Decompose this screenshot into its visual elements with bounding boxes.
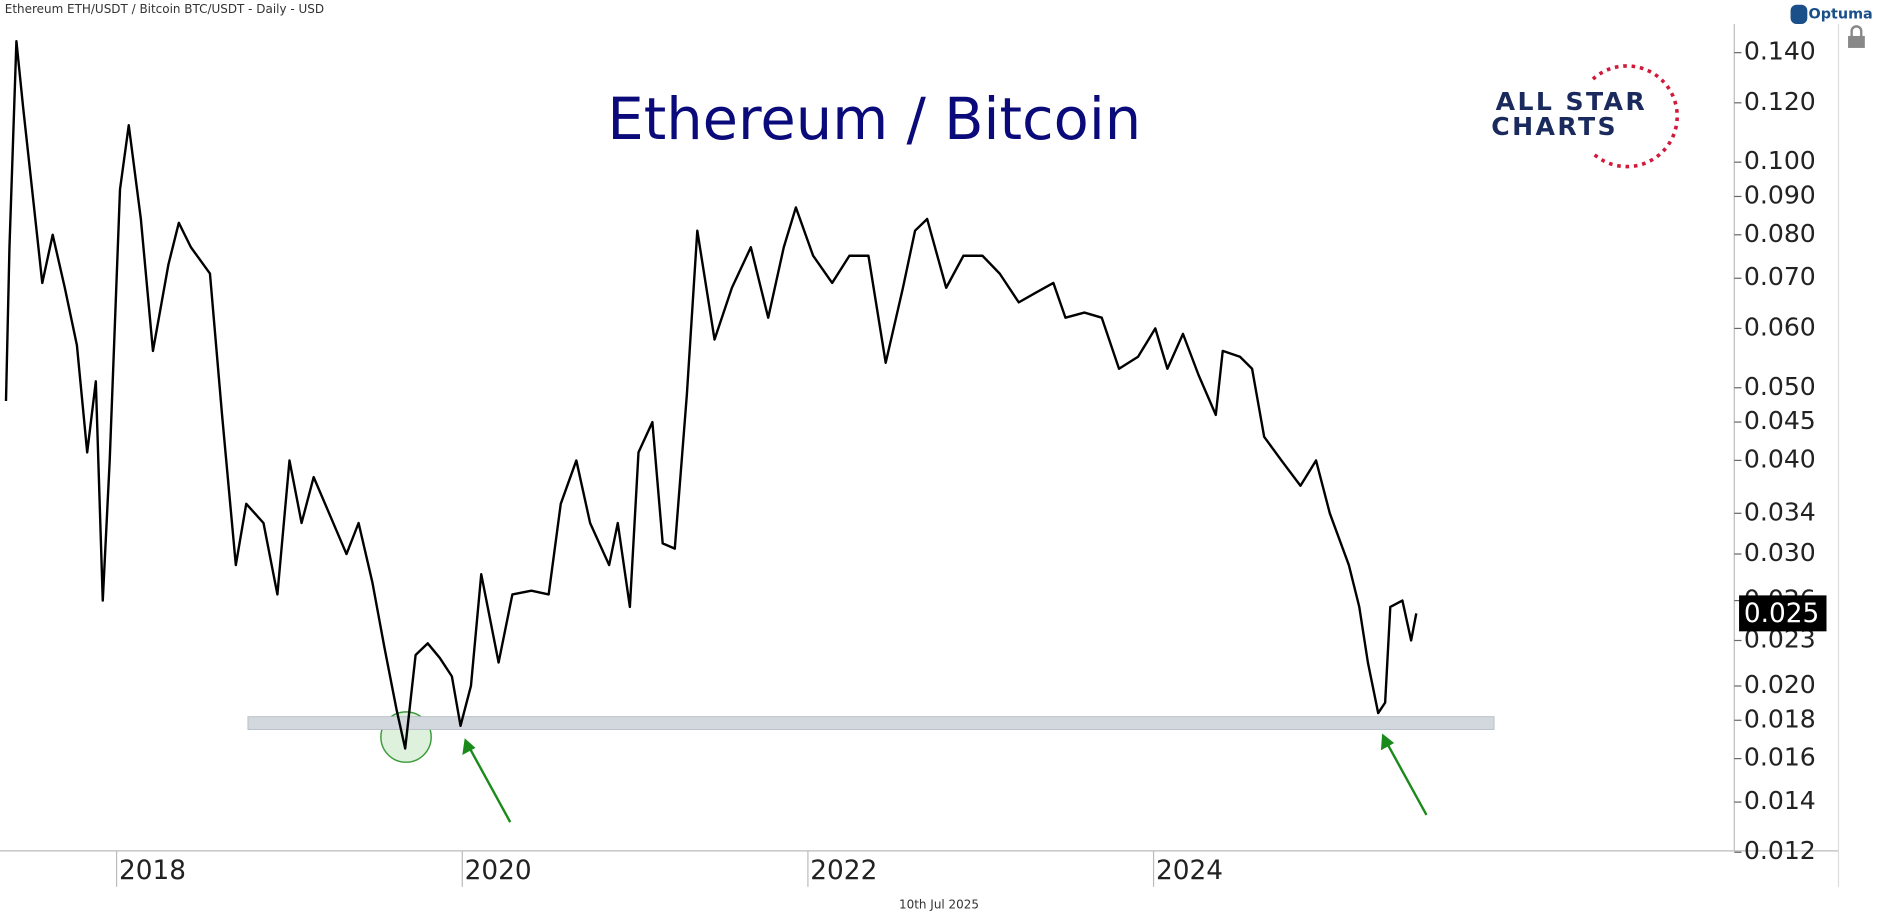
arrow (468, 747, 512, 823)
last-price-box (1739, 595, 1827, 632)
y-tick-label: 0.070 (1744, 262, 1816, 291)
y-tick-label: 0.045 (1744, 406, 1816, 435)
y-tick-label: 0.030 (1744, 538, 1816, 567)
y-tick-label: 0.020 (1744, 670, 1816, 699)
y-tick-label: 0.060 (1744, 312, 1816, 341)
footer: 10th Jul 2025 (899, 897, 979, 911)
support-band (247, 716, 1495, 730)
y-tick-label: 0.014 (1744, 786, 1816, 815)
arrow-head (462, 738, 476, 756)
y-tick-label: 0.018 (1744, 704, 1816, 733)
last-price-label: 0.025 (1744, 599, 1819, 629)
y-tick-label: 0.140 (1744, 37, 1816, 66)
y-tick-label: 0.016 (1744, 743, 1816, 772)
y-tick-label: 0.080 (1744, 219, 1816, 248)
brand: Optuma (1809, 6, 1873, 22)
x-tick-label: 2022 (810, 856, 877, 886)
x-tick-label: 2024 (1156, 856, 1223, 886)
lock-icon (1848, 25, 1865, 48)
arrow-head (1380, 733, 1395, 751)
allstar-logo: ALL STAR CHARTS (1491, 64, 1679, 169)
price-line (4, 40, 1418, 750)
header: Ethereum ETH/USDT / Bitcoin BTC/USDT - D… (5, 2, 324, 16)
arrow (1385, 742, 1428, 816)
y-tick-label: 0.050 (1744, 372, 1816, 401)
logo-line: CHARTS (1491, 112, 1618, 141)
y-tick-label: 0.120 (1744, 87, 1816, 116)
y-tick-label: 0.012 (1744, 836, 1816, 865)
y-tick-label: 0.090 (1744, 180, 1816, 209)
logo-line: ALL STAR (1496, 87, 1648, 116)
y-tick-label: 0.100 (1744, 146, 1816, 175)
y-tick-label: 0.040 (1744, 444, 1816, 473)
chart-title: Ethereum / Bitcoin (607, 86, 1141, 153)
x-tick-label: 2020 (465, 856, 532, 886)
x-tick-label: 2018 (119, 856, 186, 886)
optuma-logo: Optuma (1790, 4, 1873, 24)
y-tick-label: 0.034 (1744, 497, 1816, 526)
